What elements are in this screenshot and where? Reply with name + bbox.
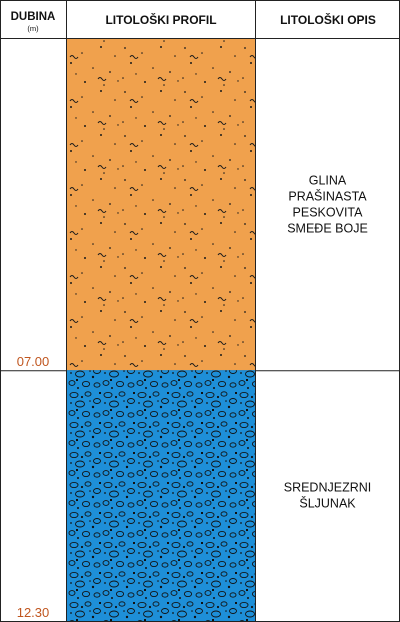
depth-header: DUBINA <box>11 11 56 23</box>
depth-label: 07.00 <box>17 354 50 369</box>
layer-description-line: PESKOVITA <box>293 206 364 220</box>
layer-description-line: PRAŠINASTA <box>288 189 367 204</box>
depth-label: 12.30 <box>17 605 50 620</box>
layer-description-line: ŠLJUNAK <box>299 496 356 511</box>
layer-description-line: SMEĐE BOJE <box>287 222 368 236</box>
depth-unit: (m) <box>27 24 39 33</box>
layer-description-line: SREDNJEZRNI <box>284 481 372 495</box>
layer-2-pattern <box>67 370 255 621</box>
profile-header: LITOLOŠKI PROFIL <box>105 12 216 27</box>
description-header: LITOLOŠKI OPIS <box>280 12 376 27</box>
layer-description-line: GLINA <box>309 174 347 188</box>
layer-1-pattern <box>67 39 255 371</box>
